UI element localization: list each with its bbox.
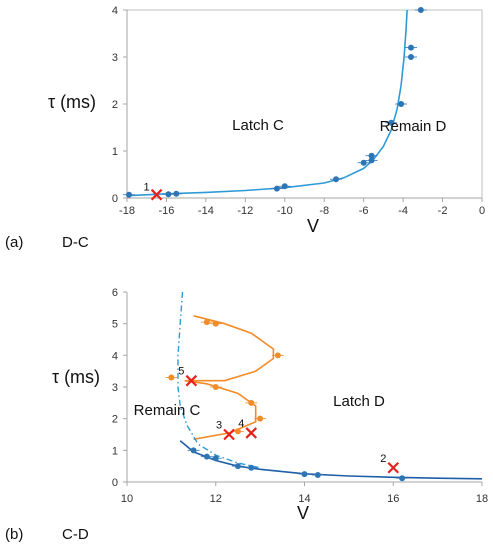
panel-a-y-axis-label: τ (ms) [48, 92, 96, 112]
panel-b-marker-cross [185, 374, 198, 387]
panel-a-data-point [165, 191, 172, 198]
panel-b-data-point [314, 472, 321, 479]
panel-b-data-point [399, 475, 406, 482]
panel-a-y-tick-label: 1 [112, 146, 118, 158]
panel-a-data-point [173, 190, 180, 197]
panel-b-x-tick-label: 10 [121, 493, 133, 505]
panel-a-x-tick-label: -6 [359, 205, 369, 217]
panel-a-marker-cross [150, 188, 163, 201]
panel-b-marker-cross [387, 461, 400, 474]
panel-a-data-point [408, 44, 414, 51]
panel-b-boundary-dashdot-4 [177, 291, 261, 469]
panel-b-x-axis-label: V [297, 503, 309, 523]
panel-b-data-point [234, 463, 241, 470]
panel-b-data-point [248, 464, 255, 471]
panel-a-x-tick-label: -2 [438, 205, 448, 217]
panel-a-x-tick-label: -18 [119, 205, 135, 217]
panel-a-y-tick-label: 2 [112, 99, 118, 111]
panel-a-data-point [281, 183, 288, 190]
panel-b-marker-2: 2 [380, 453, 400, 474]
panel-a-fit-curve-1 [126, 9, 408, 197]
panel-a-data-point [360, 159, 367, 166]
panel-b-marker-label: 2 [380, 453, 386, 465]
panel-b-data-point [212, 384, 219, 390]
panel-a-data-point [368, 152, 375, 159]
panel-a-chart: -18 -16 -14 -12 -10 -8 -6 -4 -2 0 0 1 2 3 4 1 Vτ (ms) Lat… [5, 5, 485, 251]
panel-a-data-point [398, 101, 405, 107]
panel-a-plot-border [126, 9, 483, 199]
panel-a-panel-title: D-C [62, 234, 89, 251]
panel-a-x-tick-label: -8 [319, 205, 329, 217]
panel-b-y-tick-label: 5 [112, 319, 118, 331]
panel-b-marker-label: 4 [238, 418, 244, 430]
panel-b-marker-cross [245, 427, 258, 439]
panel-a-x-tick-label: -14 [198, 205, 214, 217]
panel-a-y-tick-label: 4 [112, 5, 118, 17]
panel-b-data-point [257, 415, 264, 422]
panel-b-data-point [274, 352, 281, 359]
panel-a-data-point [388, 119, 395, 126]
panel-b-data-point [168, 374, 175, 381]
panel-b-marker-label: 5 [178, 366, 184, 378]
panel-b-x-tick-label: 12 [210, 493, 222, 505]
panel-b-marker-cross [223, 428, 235, 441]
panel-b-data-point [212, 455, 219, 462]
panel-b-data-point [248, 399, 255, 406]
panel-b-x-tick-label: 14 [298, 493, 310, 505]
panel-b-region-label: Latch D [333, 393, 385, 410]
panel-b-fit-curve-3 [179, 440, 483, 480]
panel-b-panel-title: C-D [62, 526, 89, 543]
panel-a-data-point [408, 54, 414, 60]
panel-b-y-tick-label: 4 [112, 350, 118, 362]
panel-b-data-point [301, 471, 308, 478]
panel-a-panel-label: (a) [5, 234, 23, 251]
panel-b-panel-label: (b) [5, 526, 23, 543]
panel-a-y-tick-label: 0 [112, 193, 118, 205]
panel-a-x-tick-label: -12 [237, 205, 253, 217]
panel-a-x-tick-label: -16 [158, 205, 174, 217]
panel-a-region-label: Remain D [380, 118, 447, 135]
panel-a-marker-label: 1 [144, 182, 150, 194]
panel-b-data-point [203, 453, 210, 460]
panel-a-data-point [273, 185, 280, 192]
panel-a-data-point [333, 176, 340, 183]
panel-b-marker-4: 4 [238, 418, 258, 439]
panel-a-x-tick-label: -4 [398, 205, 408, 217]
panel-b-y-tick-label: 2 [112, 414, 118, 426]
panel-a-x-tick-label: -10 [277, 205, 293, 217]
panel-a-marker-1: 1 [144, 182, 163, 201]
panel-b-y-tick-label: 1 [112, 445, 118, 457]
panel-b-y-axis-label: τ (ms) [52, 367, 100, 387]
panel-a-data-point [417, 7, 424, 13]
panel-b-data-point [203, 319, 210, 326]
panel-b-fit-curve-2 [184, 315, 275, 441]
panel-a-x-tick-label: 0 [479, 205, 485, 217]
panel-a-data-point [125, 191, 132, 198]
panel-b-marker-label: 3 [216, 420, 222, 432]
panel-a-x-axis-label: V [307, 216, 319, 236]
panel-b-region-label: Remain C [134, 402, 201, 419]
panel-a-y-tick-label: 3 [112, 52, 118, 64]
panel-b-marker-3: 3 [216, 420, 235, 441]
panel-a-region-label: Latch C [232, 117, 284, 134]
panel-a-data-point [368, 157, 375, 164]
panel-b-data-point [190, 447, 197, 454]
panel-b-x-tick-label: 16 [387, 493, 399, 505]
panel-b-y-tick-label: 6 [112, 287, 118, 299]
panel-b-y-tick-label: 3 [112, 382, 118, 394]
panel-b-data-point [234, 428, 241, 435]
panel-b-data-point [212, 320, 219, 327]
panel-b-marker-5: 5 [178, 366, 198, 387]
panel-b-y-tick-label: 0 [112, 477, 118, 489]
panel-b-x-tick-label: 18 [476, 493, 488, 505]
